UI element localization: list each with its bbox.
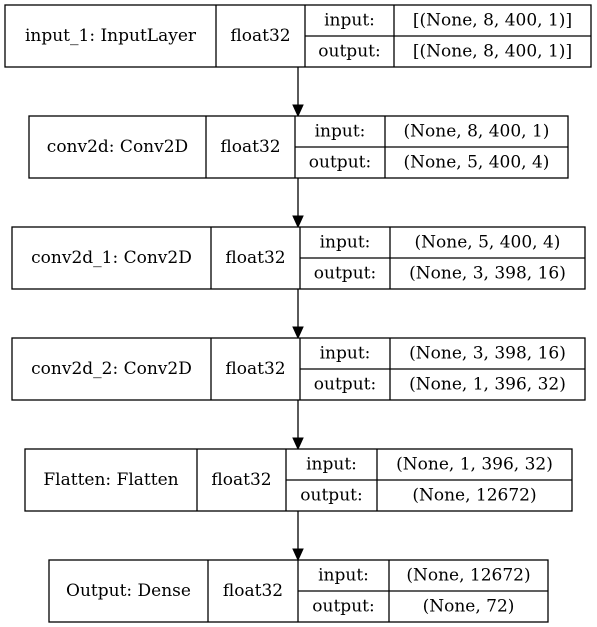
output-label: output: bbox=[314, 375, 376, 395]
output-shape: [(None, 8, 400, 1)] bbox=[413, 42, 572, 62]
arrowhead bbox=[292, 548, 304, 562]
layer-dtype: float32 bbox=[225, 359, 285, 379]
output-label: output: bbox=[312, 597, 374, 617]
layer-node: conv2d_2: Conv2D float32 input: output: (Non… bbox=[11, 337, 586, 401]
input-label: input: bbox=[320, 233, 371, 253]
layer-dtype: float32 bbox=[230, 26, 290, 46]
layer-name: Flatten: Flatten bbox=[43, 470, 178, 490]
input-shape: (None, 3, 398, 16) bbox=[409, 344, 566, 364]
output-shape: (None, 12672) bbox=[412, 486, 536, 506]
output-shape: (None, 1, 396, 32) bbox=[409, 375, 566, 395]
input-label: input: bbox=[306, 455, 357, 475]
layer-name: Output: Dense bbox=[66, 581, 191, 601]
input-shape: (None, 12672) bbox=[406, 566, 530, 586]
layer-name: conv2d_2: Conv2D bbox=[31, 359, 192, 379]
layer-node: input_1: InputLayer float32 input: output: [… bbox=[4, 4, 592, 68]
output-shape: (None, 3, 398, 16) bbox=[409, 264, 566, 284]
edge-arrow bbox=[292, 178, 304, 229]
output-label: output: bbox=[314, 264, 376, 284]
layer-node: Flatten: Flatten float32 input: output: (Non… bbox=[24, 448, 573, 512]
arrowhead bbox=[292, 104, 304, 118]
input-shape: (None, 8, 400, 1) bbox=[404, 122, 550, 142]
edge-arrow bbox=[292, 511, 304, 562]
layer-node: conv2d: Conv2D float32 input: output: (None,… bbox=[28, 115, 569, 179]
layer-name: conv2d: Conv2D bbox=[47, 137, 188, 157]
edge-arrow bbox=[292, 400, 304, 451]
input-label: input: bbox=[320, 344, 371, 364]
layer-dtype: float32 bbox=[211, 470, 271, 490]
layer-name: input_1: InputLayer bbox=[25, 26, 197, 46]
output-shape: (None, 72) bbox=[423, 597, 515, 617]
layer-node: Output: Dense float32 input: output: (None, … bbox=[48, 559, 549, 623]
edge-arrow bbox=[292, 67, 304, 118]
arrowhead bbox=[292, 437, 304, 451]
arrowhead bbox=[292, 326, 304, 340]
arrowhead bbox=[292, 215, 304, 229]
output-label: output: bbox=[318, 42, 380, 62]
layer-dtype: float32 bbox=[225, 248, 285, 268]
output-shape: (None, 5, 400, 4) bbox=[404, 153, 550, 173]
input-shape: (None, 1, 396, 32) bbox=[396, 455, 553, 475]
input-label: input: bbox=[315, 122, 366, 142]
input-shape: [(None, 8, 400, 1)] bbox=[413, 11, 572, 31]
output-label: output: bbox=[300, 486, 362, 506]
input-label: input: bbox=[324, 11, 375, 31]
input-label: input: bbox=[318, 566, 369, 586]
input-shape: (None, 5, 400, 4) bbox=[415, 233, 561, 253]
layer-dtype: float32 bbox=[223, 581, 283, 601]
output-label: output: bbox=[309, 153, 371, 173]
edge-arrow bbox=[292, 289, 304, 340]
layer-dtype: float32 bbox=[220, 137, 280, 157]
layer-name: conv2d_1: Conv2D bbox=[31, 248, 192, 268]
layer-node: conv2d_1: Conv2D float32 input: output: (Non… bbox=[11, 226, 586, 290]
